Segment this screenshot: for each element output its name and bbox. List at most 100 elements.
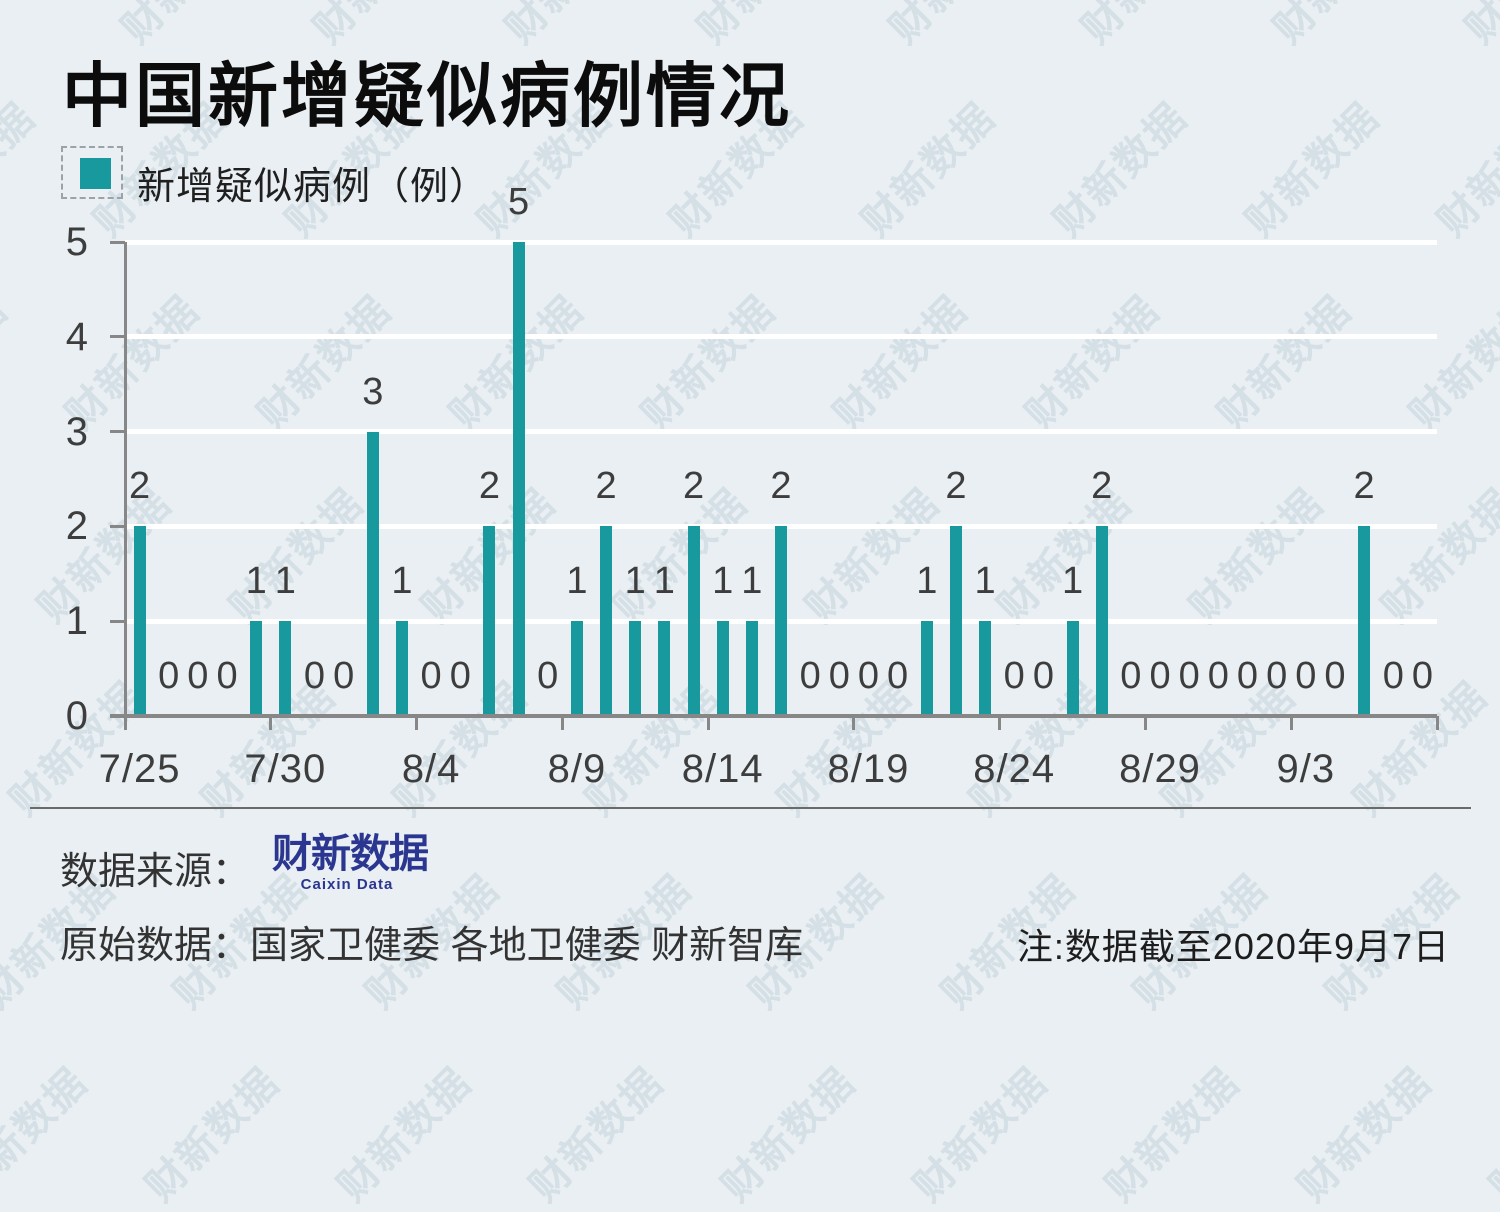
y-tick — [110, 335, 125, 339]
bar-value-label: 0 — [1382, 655, 1404, 697]
y-axis-label: 4 — [65, 314, 88, 359]
y-tick — [110, 240, 125, 244]
bar-value-label: 0 — [449, 655, 471, 697]
x-axis-label-7/30: 7/30 — [244, 747, 327, 791]
y-tick — [110, 524, 125, 528]
bar-value-label: 0 — [333, 655, 355, 697]
y-axis-label: 1 — [65, 599, 88, 644]
bar-value-label: 0 — [1120, 655, 1142, 697]
bar-8/26 — [1066, 621, 1079, 716]
bar-7/25 — [133, 526, 146, 716]
y-axis-line — [123, 242, 127, 716]
watermark-text: 财新数据 — [521, 1059, 672, 1210]
bar-value-label: 0 — [828, 655, 850, 697]
raw-data-value: 国家卫健委 各地卫健委 财新智库 — [250, 925, 804, 967]
bar-7/30 — [279, 621, 292, 716]
bar-value-label: 1 — [916, 560, 938, 603]
bar-8/2 — [366, 431, 379, 716]
y-axis-label: 0 — [65, 694, 88, 738]
data-source-label: 数据来源： — [60, 851, 251, 893]
bar-8/11 — [629, 621, 642, 716]
caixin-logo-text: 财新数据 — [272, 832, 429, 876]
legend-swatch-dashed-frame — [61, 146, 123, 199]
raw-data-label: 原始数据： — [60, 925, 251, 967]
x-axis-line — [110, 714, 1437, 718]
x-axis-label-8/24: 8/24 — [973, 747, 1056, 791]
bar-8/7 — [512, 242, 525, 716]
bar-9/5 — [1358, 526, 1371, 716]
chart-title: 中国新增疑似病例情况 — [62, 57, 792, 135]
bar-8/3 — [395, 621, 408, 716]
bar-value-label: 5 — [508, 181, 530, 223]
bar-value-label: 1 — [653, 560, 675, 603]
x-tick — [706, 716, 710, 730]
bar-value-label: 0 — [857, 655, 880, 697]
x-axis-label-8/14: 8/14 — [681, 747, 764, 791]
bar-8/13 — [687, 526, 700, 716]
x-tick — [1435, 716, 1439, 730]
bar-8/14 — [716, 621, 729, 716]
y-axis-label: 5 — [65, 220, 88, 264]
bar-value-label: 0 — [303, 655, 326, 697]
bar-value-label: 1 — [566, 560, 588, 603]
bar-value-label: 2 — [1091, 465, 1113, 508]
bar-value-label: 0 — [1236, 655, 1259, 697]
watermark-text: 财新数据 — [1289, 1059, 1440, 1210]
gridline — [125, 239, 1437, 245]
bar-value-label: 1 — [1061, 560, 1084, 603]
x-tick — [1289, 716, 1293, 730]
bar-value-label: 2 — [770, 465, 792, 508]
bar-value-label: 2 — [128, 465, 151, 508]
watermark-text: 财新数据 — [1481, 1059, 1500, 1210]
bar-value-label: 0 — [1266, 655, 1288, 697]
watermark-text: 财新数据 — [713, 1059, 864, 1210]
chart-card: 中国新增疑似病例情况 新增疑似病例（例） 0 1 2 3 4 5 7/25 7/30 8/4 8/… — [30, 57, 1471, 969]
bar-value-label: 1 — [391, 560, 413, 603]
bar-value-label: 0 — [216, 655, 238, 697]
bar-8/23 — [979, 621, 992, 716]
watermark-text: 财新数据 — [0, 1059, 96, 1210]
bar-value-label: 2 — [595, 465, 617, 508]
bar-value-label: 0 — [158, 655, 180, 697]
gridline — [125, 429, 1437, 435]
bar-value-label: 0 — [187, 655, 209, 697]
caixin-logo-subtext: Caixin Data — [300, 876, 394, 893]
bar-8/6 — [483, 526, 496, 716]
bar-value-label: 1 — [245, 560, 267, 603]
legend-label: 新增疑似病例（例） — [137, 166, 489, 208]
y-tick — [110, 430, 125, 434]
bar-value-label: 1 — [274, 560, 296, 603]
bar-value-label: 2 — [478, 465, 500, 508]
x-axis-label-9/3: 9/3 — [1276, 747, 1336, 791]
bar-value-label: 2 — [1353, 465, 1375, 508]
x-axis-label-8/29: 8/29 — [1119, 747, 1201, 791]
caixin-data-logo: 财新数据 Caixin Data — [272, 832, 429, 893]
bar-value-label: 1 — [712, 560, 734, 603]
bar-8/22 — [949, 526, 962, 716]
bar-value-label: 0 — [1032, 655, 1054, 697]
x-axis-label-8/9: 8/9 — [547, 747, 607, 791]
bar-value-label: 0 — [1003, 655, 1025, 697]
x-tick — [1143, 716, 1147, 730]
x-tick — [852, 716, 856, 730]
x-axis-label-8/4: 8/4 — [401, 747, 461, 791]
bar-8/27 — [1095, 526, 1108, 716]
legend-color-swatch — [80, 158, 111, 189]
bar-value-label: 0 — [1207, 655, 1229, 697]
data-cutoff-note: 注:数据截至2020年9月7日 — [1016, 926, 1450, 967]
x-axis-label-8/19: 8/19 — [827, 747, 910, 791]
bar-value-label: 1 — [741, 560, 763, 603]
x-tick — [560, 716, 564, 730]
bar-8/21 — [920, 621, 933, 716]
bar-value-label: 0 — [887, 655, 909, 697]
gridline — [125, 334, 1437, 340]
bar-8/15 — [745, 621, 758, 716]
bar-value-label: 0 — [1178, 655, 1200, 697]
y-tick — [110, 619, 125, 623]
watermark-text: 财新数据 — [1097, 1059, 1248, 1210]
x-axis-label-7/25: 7/25 — [98, 747, 181, 791]
y-axis-label: 3 — [65, 409, 88, 454]
raw-data-line: 原始数据：国家卫健委 各地卫健委 财新智库 — [60, 914, 803, 969]
bar-value-label: 2 — [945, 465, 967, 508]
